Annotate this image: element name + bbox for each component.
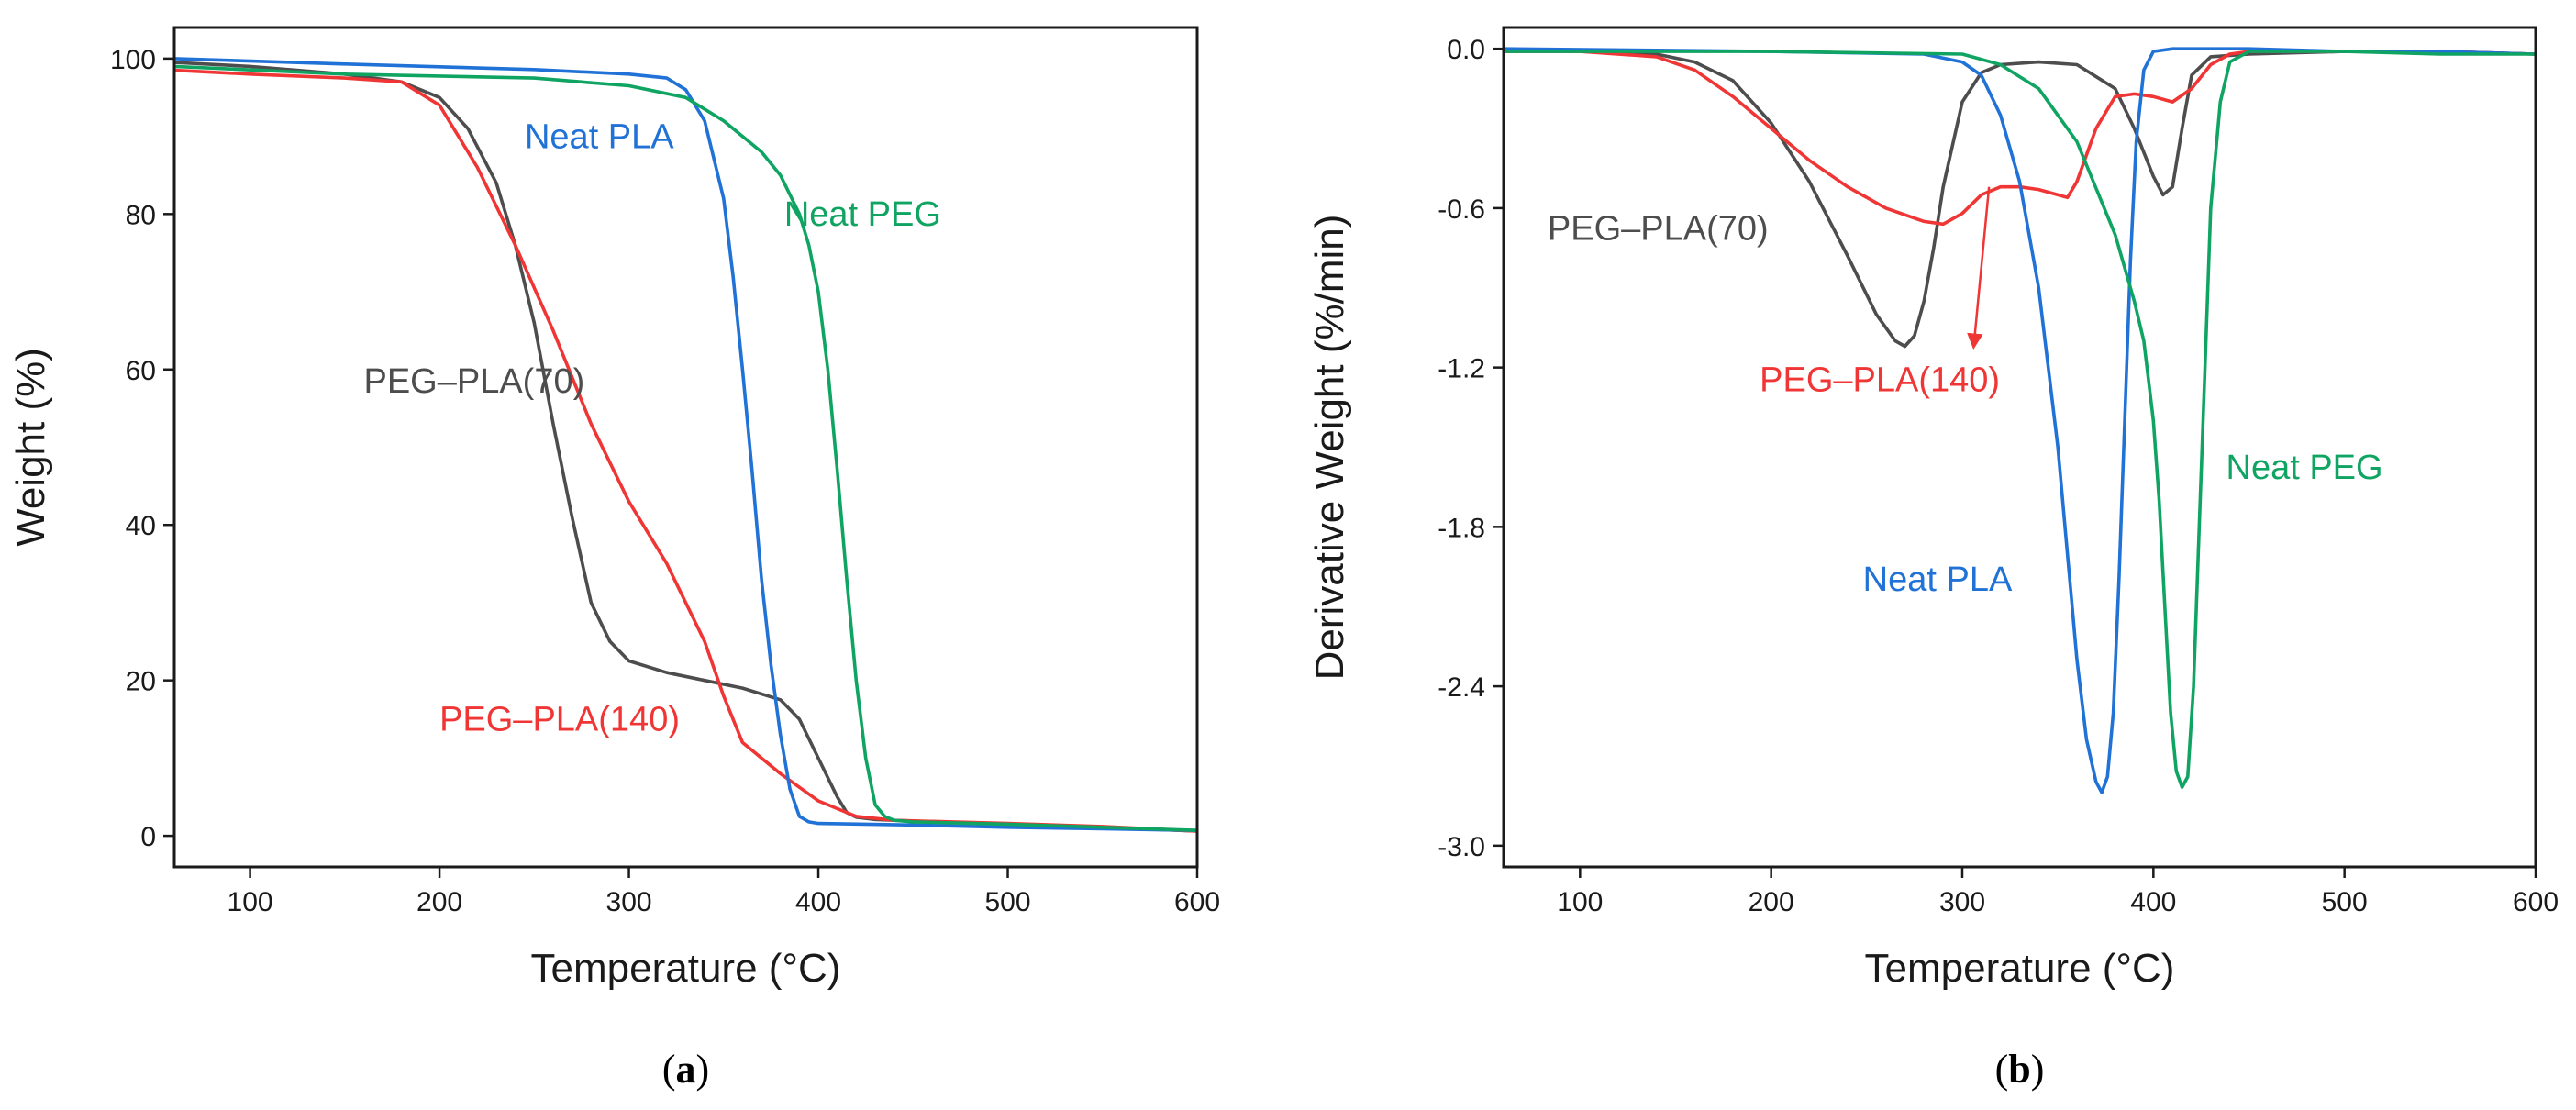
- weight-chart-svg: 100 200 300 400 500 600 0 20 40 60 80 100 Temperatur…: [8, 26, 1220, 991]
- y-tick-label: -0.6: [1438, 194, 1485, 225]
- series-label-neat-peg: Neat PEG: [784, 195, 941, 234]
- plot-frame: [1502, 26, 2537, 869]
- x-tick-label: 400: [2130, 887, 2176, 917]
- annotation-arrow: [1967, 186, 1991, 350]
- y-tick-label: 0: [140, 822, 156, 852]
- series-label-peg-pla-140-: PEG–PLA(140): [1760, 361, 2000, 400]
- series-line-neat-pla: [1504, 47, 2536, 794]
- series-line-neat-peg: [1504, 50, 2536, 789]
- series-label-peg-pla-70-: PEG–PLA(70): [1548, 210, 1769, 249]
- x-axis-title: Temperature (°C): [531, 946, 841, 991]
- x-tick-label: 200: [416, 887, 462, 917]
- series-line-peg-pla-140-: [1504, 50, 2536, 227]
- series-label-neat-peg: Neat PEG: [2226, 449, 2383, 487]
- series-line-neat-peg: [174, 64, 1197, 832]
- y-tick-label: -1.2: [1438, 354, 1485, 384]
- series-label-peg-pla-70-: PEG–PLA(70): [363, 362, 584, 401]
- plot-frame: [172, 26, 1199, 869]
- chart-panel-a: 100 200 300 400 500 600 0 20 40 60 80 100 Temperatur…: [8, 26, 1220, 1092]
- x-tick-label: 400: [795, 887, 841, 917]
- y-tick-label: -1.8: [1438, 513, 1485, 543]
- y-tick-label: -2.4: [1438, 672, 1485, 703]
- series-label-neat-pla: Neat PLA: [1863, 561, 2013, 599]
- y-tick-label: 60: [126, 356, 156, 386]
- y-axis-title: Weight (%): [8, 348, 53, 547]
- caption-b: (b): [1994, 1047, 2045, 1092]
- x-tick-label: 200: [1749, 887, 1794, 917]
- series-line-peg-pla-70-: [174, 61, 1197, 833]
- series-label-neat-pla: Neat PLA: [525, 117, 674, 156]
- caption-a: (a): [661, 1047, 710, 1092]
- x-tick-label: 600: [2513, 887, 2559, 917]
- y-tick-label: 40: [126, 511, 156, 541]
- y-tick-label: 20: [126, 667, 156, 697]
- series-line-peg-pla-70-: [1504, 50, 2536, 349]
- y-tick-label: 100: [110, 45, 156, 75]
- x-tick-label: 100: [1557, 887, 1603, 917]
- y-axis-title: Derivative Weight (%/min): [1307, 215, 1352, 681]
- chart-panel-b: 100 200 300 400 500 600 0.0 -0.6 -1.2 -1.8 -2.4 -3.…: [1288, 0, 2576, 1110]
- x-tick-label: 100: [228, 887, 273, 917]
- x-tick-label: 600: [1174, 887, 1220, 917]
- x-tick-label: 300: [1939, 887, 1985, 917]
- series-label-peg-pla-140-: PEG–PLA(140): [439, 701, 680, 739]
- series-line-neat-pla: [174, 57, 1197, 832]
- x-axis-title: Temperature (°C): [1865, 946, 2175, 991]
- derivative-weight-chart-svg: 100 200 300 400 500 600 0.0 -0.6 -1.2 -1.8 -2.4 -3.…: [1307, 26, 2559, 991]
- x-tick-label: 500: [2322, 887, 2368, 917]
- y-tick-label: 0.0: [1447, 35, 1485, 65]
- x-tick-label: 500: [984, 887, 1030, 917]
- y-tick-label: 80: [126, 200, 156, 230]
- y-tick-label: -3.0: [1438, 832, 1485, 862]
- series-line-peg-pla-140-: [174, 68, 1197, 833]
- x-tick-label: 300: [606, 887, 652, 917]
